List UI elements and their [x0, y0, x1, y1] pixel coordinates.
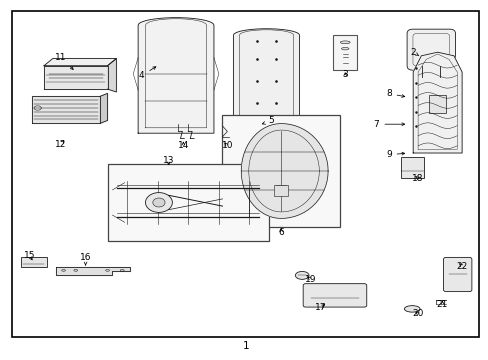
FancyBboxPatch shape [443, 257, 471, 292]
Polygon shape [107, 59, 116, 92]
Text: 7: 7 [373, 120, 404, 129]
Text: 10: 10 [221, 141, 233, 150]
Text: 17: 17 [314, 303, 325, 312]
Text: 20: 20 [411, 310, 423, 319]
Ellipse shape [105, 269, 109, 271]
Ellipse shape [61, 269, 65, 271]
Text: 4: 4 [139, 67, 156, 80]
Polygon shape [412, 52, 461, 153]
FancyBboxPatch shape [303, 284, 366, 307]
Text: 3: 3 [342, 70, 347, 79]
Text: 16: 16 [80, 253, 91, 265]
Bar [332, 35, 357, 70]
Polygon shape [44, 59, 116, 66]
Ellipse shape [340, 41, 349, 44]
Text: 13: 13 [163, 156, 174, 165]
Polygon shape [138, 18, 214, 133]
Ellipse shape [341, 48, 348, 50]
Text: 9: 9 [385, 150, 404, 159]
Text: 8: 8 [385, 89, 404, 98]
Text: 5: 5 [262, 116, 274, 125]
Text: 22: 22 [455, 262, 467, 271]
Ellipse shape [295, 271, 308, 279]
Polygon shape [222, 131, 228, 137]
Text: 19: 19 [304, 275, 316, 284]
Ellipse shape [120, 269, 124, 271]
Bar [428, 95, 446, 113]
Bar [107, 164, 268, 241]
Text: 2: 2 [409, 48, 418, 57]
Text: 6: 6 [278, 228, 284, 237]
Text: 18: 18 [411, 174, 423, 183]
Ellipse shape [34, 106, 41, 110]
Polygon shape [100, 94, 107, 123]
Polygon shape [241, 123, 327, 219]
Text: 1: 1 [242, 341, 249, 351]
Text: 21: 21 [436, 300, 447, 309]
Bar [222, 115, 339, 227]
Bar [20, 257, 47, 267]
Bar [400, 157, 424, 178]
Text: 15: 15 [23, 251, 35, 260]
Ellipse shape [152, 198, 165, 207]
Ellipse shape [74, 269, 78, 271]
Polygon shape [32, 96, 100, 123]
FancyBboxPatch shape [406, 29, 454, 70]
Polygon shape [56, 267, 129, 275]
Ellipse shape [145, 193, 172, 212]
Text: 12: 12 [55, 140, 67, 149]
Text: 14: 14 [177, 141, 189, 150]
Ellipse shape [404, 306, 419, 312]
Text: 11: 11 [55, 53, 73, 69]
Polygon shape [44, 66, 107, 89]
Bar [274, 185, 287, 196]
Polygon shape [233, 29, 299, 141]
